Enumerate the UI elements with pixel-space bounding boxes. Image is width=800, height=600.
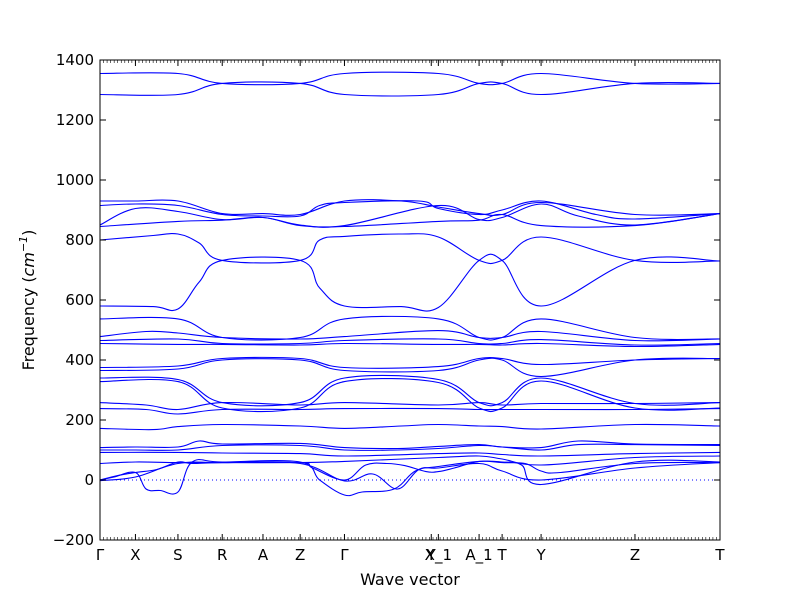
x-tick-label: Γ — [96, 546, 105, 564]
band-line — [99, 342, 721, 348]
band-line — [99, 357, 721, 378]
band-line — [99, 315, 721, 341]
x-tick-label: T — [714, 546, 725, 564]
band-line — [99, 459, 721, 497]
y-tick-label: 1200 — [56, 111, 94, 129]
band-line — [99, 253, 721, 312]
band-line — [99, 423, 721, 431]
band-line — [99, 81, 721, 97]
band-line — [99, 461, 721, 490]
x-tick-label: T — [497, 546, 508, 564]
y-tick-labels: −200 0 200 400 600 800 1000 1200 1400 — [53, 51, 94, 549]
band-line — [100, 199, 721, 216]
y-tick-label: 1400 — [56, 51, 94, 69]
x-tick-label: A — [258, 546, 269, 564]
y-axis-label: Frequency (cm−1) — [17, 230, 38, 371]
plot-frame — [99, 59, 721, 541]
band-line — [99, 213, 721, 228]
band-line — [99, 338, 721, 346]
band-line — [99, 460, 721, 481]
y-axis-label-suffix: ) — [19, 230, 38, 236]
band-line — [99, 203, 721, 228]
x-tick-label: Z — [295, 546, 305, 564]
band-line — [99, 374, 721, 407]
band-line — [99, 330, 721, 342]
band-line — [99, 232, 721, 265]
y-tick-label: 800 — [65, 231, 94, 249]
y-axis-label-unit: cm — [19, 252, 38, 276]
band-line — [99, 200, 721, 220]
band-line — [99, 71, 721, 86]
y-tick-label: 400 — [65, 351, 94, 369]
x-tick-labels: Γ X S R A Z Γ YX_1 A_1 T Y Z T — [96, 546, 726, 565]
y-tick-label: −200 — [53, 531, 94, 549]
y-axis-label-exponent: −1 — [17, 236, 30, 252]
band-line — [99, 407, 721, 415]
y-tick-label: 600 — [65, 291, 94, 309]
x-tick-label: Y — [535, 546, 546, 564]
band-line — [99, 440, 721, 450]
x-tick-label: Z — [630, 546, 640, 564]
band-line — [99, 455, 721, 466]
y-tick-label: 0 — [84, 471, 94, 489]
y-tick-label: 200 — [65, 411, 94, 429]
y-axis-label-prefix: Frequency ( — [19, 276, 38, 370]
band-line — [99, 443, 721, 451]
x-axis-label: Wave vector — [360, 570, 460, 589]
x-tick-label: S — [173, 546, 183, 564]
y-tick-label: 1000 — [56, 171, 94, 189]
band-line — [99, 401, 721, 411]
band-line — [99, 356, 721, 369]
plot-area — [100, 60, 720, 540]
x-tick-label: A_1 — [465, 546, 492, 565]
x-tick-label: Y — [426, 546, 437, 564]
x-tick-label: R — [217, 546, 227, 564]
band-line — [99, 451, 721, 457]
x-tick-label: X — [130, 546, 140, 564]
bands-layer — [99, 71, 721, 497]
x-tick-label: X_1 — [425, 546, 452, 565]
x-tick-label: Γ — [340, 546, 349, 564]
